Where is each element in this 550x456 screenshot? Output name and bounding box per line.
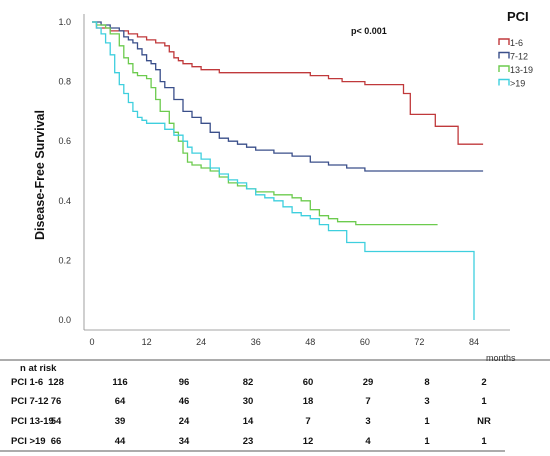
risk-cell: 128 [48,377,64,388]
risk-cell: 14 [243,416,254,427]
risk-table: n at risk months PCI 1-6 128 116 96 82 60 29 8 2… [0,353,550,452]
y-tick-label: 0.0 [58,315,71,325]
risk-table-unit: months [486,353,516,363]
risk-row-label: PCI 13-19 [11,416,54,427]
risk-cell: 8 [424,377,429,388]
risk-table-title: n at risk [20,363,57,374]
legend: PCI 1-6 7-12 13-19 >19 [498,9,533,89]
x-tick-label: 84 [469,337,479,347]
risk-cell: 1 [424,436,430,447]
risk-cell: 82 [243,377,254,388]
legend-label: 1-6 [510,38,523,48]
x-tick-label: 0 [89,337,94,347]
survival-curve-3 [92,21,438,226]
risk-cell: 76 [51,396,62,407]
risk-cell: 60 [303,377,314,388]
risk-row-label: PCI 7-12 [11,396,49,407]
legend-symbol [498,65,510,72]
risk-cell: 1 [424,416,430,427]
risk-cell: 1 [481,436,487,447]
risk-cell: 23 [243,436,254,447]
survival-curve-4 [92,21,475,320]
survival-curve-1 [92,21,484,145]
risk-cell: 12 [303,436,314,447]
y-tick-label: 0.6 [58,136,71,146]
risk-row-label: PCI >19 [11,436,46,447]
y-axis-label: Disease-Free Survival [33,110,47,240]
risk-cell: 116 [112,377,127,388]
risk-cell: 1 [481,396,487,407]
risk-cell: 30 [243,396,254,407]
risk-cell: 3 [424,396,429,407]
survival-curve-2 [92,21,484,172]
y-tick-label: 0.4 [58,196,71,206]
x-tick-label: 12 [142,337,152,347]
y-tick-label: 0.8 [58,77,71,87]
risk-cell: 39 [115,416,126,427]
legend-title: PCI [507,9,529,24]
x-tick-label: 36 [251,337,261,347]
risk-cell: 4 [365,436,371,447]
x-tick-label: 48 [305,337,315,347]
y-tick-label: 1.0 [58,17,71,27]
risk-cell: 18 [303,396,314,407]
legend-symbol [498,51,510,59]
risk-cell: 46 [179,396,190,407]
p-value-annotation: p< 0.001 [351,26,387,36]
legend-label: >19 [510,79,525,89]
legend-symbol [498,78,510,86]
risk-cell: 24 [179,416,190,427]
legend-label: 13-19 [510,65,533,75]
x-tick-label: 24 [196,337,206,347]
risk-cell: 54 [51,416,62,427]
risk-cell: 29 [363,377,374,388]
x-tick-label: 72 [414,337,424,347]
risk-row-label: PCI 1-6 [11,377,43,388]
risk-cell: 7 [305,416,310,427]
x-tick-label: 60 [360,337,370,347]
risk-cell: 44 [115,436,126,447]
risk-cell: 64 [115,396,126,407]
y-tick-label: 0.2 [58,255,71,265]
risk-cell: 34 [179,436,190,447]
legend-symbol [498,38,510,45]
risk-cell: 3 [365,416,370,427]
risk-cell: 66 [51,436,62,447]
legend-label: 7-12 [510,52,528,62]
risk-cell: 7 [365,396,370,407]
risk-cell: NR [477,416,491,427]
risk-cell: 96 [179,377,190,388]
risk-cell: 2 [481,377,486,388]
